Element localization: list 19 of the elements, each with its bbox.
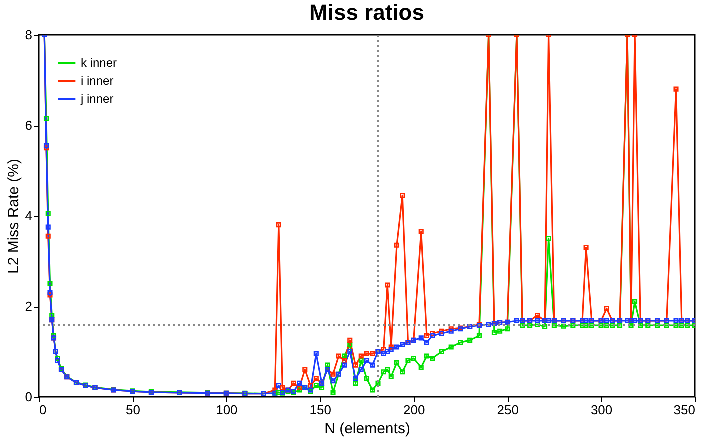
x-tick-label: 250 xyxy=(497,402,519,418)
x-tick-label: 200 xyxy=(404,402,426,418)
y-tick-label: 6 xyxy=(25,118,32,133)
chart-title: Miss ratios xyxy=(310,0,424,25)
x-tick-label: 150 xyxy=(310,402,332,418)
y-tick-label: 2 xyxy=(25,299,32,314)
legend-label: k inner xyxy=(81,56,118,70)
x-tick-label: 0 xyxy=(40,402,47,418)
y-axis-title: L2 Miss Rate (%) xyxy=(5,158,22,274)
x-tick-label: 100 xyxy=(216,402,238,418)
y-tick-label: 0 xyxy=(25,390,32,404)
legend-label: i inner xyxy=(81,74,114,88)
x-axis-title: N (elements) xyxy=(324,420,410,438)
x-tick-label: 300 xyxy=(590,402,613,418)
x-tick-label: 350 xyxy=(674,402,696,418)
y-tick-label: 8 xyxy=(25,28,32,42)
y-tick-label: 4 xyxy=(25,208,32,224)
x-tick-label: 50 xyxy=(126,402,140,418)
legend-label: j inner xyxy=(80,92,114,106)
